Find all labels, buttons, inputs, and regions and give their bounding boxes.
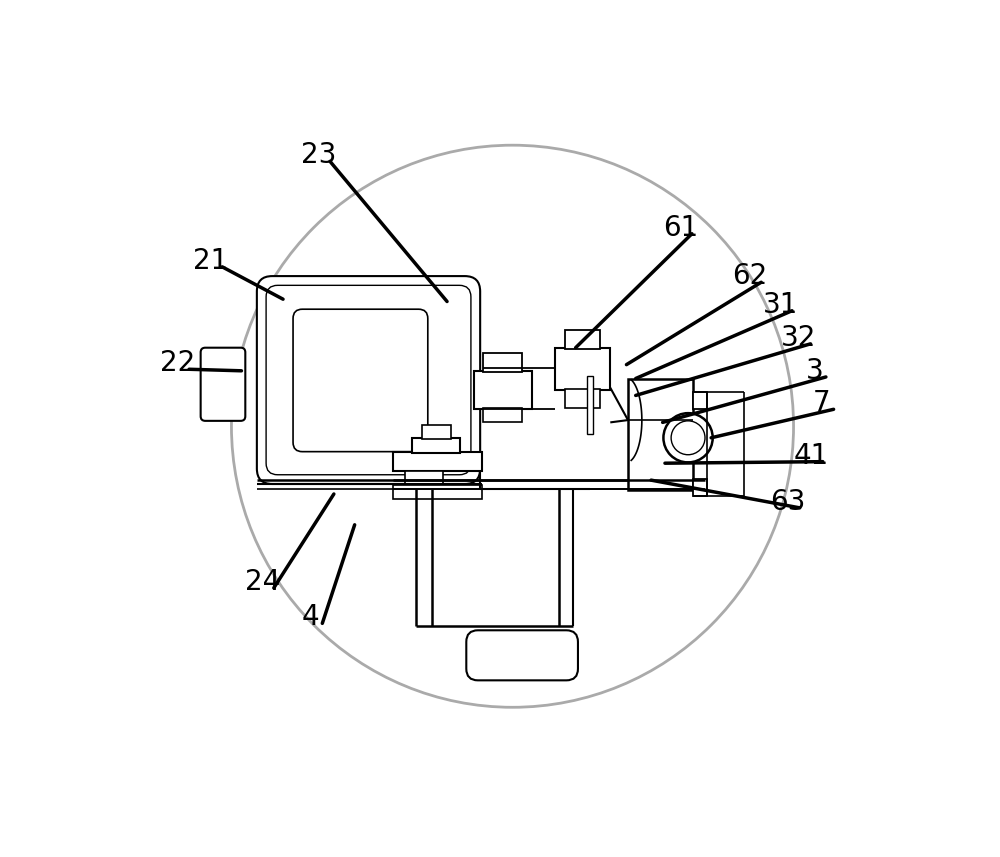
- Bar: [565, 388, 600, 408]
- Bar: [412, 438, 460, 453]
- Text: 21: 21: [193, 247, 228, 275]
- Bar: [628, 379, 693, 490]
- Bar: [393, 452, 482, 470]
- Text: 32: 32: [781, 324, 817, 351]
- Bar: [393, 485, 482, 499]
- Text: 22: 22: [160, 349, 195, 377]
- Bar: [422, 425, 451, 439]
- Text: 31: 31: [763, 291, 798, 319]
- Text: 62: 62: [732, 262, 767, 290]
- FancyBboxPatch shape: [201, 348, 245, 421]
- Text: 3: 3: [805, 357, 823, 385]
- Bar: [483, 353, 522, 372]
- Text: 24: 24: [245, 568, 280, 596]
- Bar: [405, 470, 443, 485]
- Bar: [693, 392, 707, 409]
- Text: 7: 7: [813, 389, 831, 417]
- FancyBboxPatch shape: [466, 630, 578, 680]
- Bar: [565, 330, 600, 350]
- Circle shape: [671, 421, 705, 455]
- Bar: [587, 376, 593, 434]
- Text: 41: 41: [794, 441, 829, 470]
- Bar: [693, 478, 707, 495]
- FancyBboxPatch shape: [257, 276, 480, 484]
- FancyBboxPatch shape: [266, 285, 471, 475]
- Text: 63: 63: [770, 488, 806, 516]
- Circle shape: [231, 145, 794, 707]
- Bar: [474, 371, 532, 410]
- FancyBboxPatch shape: [293, 309, 428, 452]
- Bar: [555, 348, 610, 390]
- Text: 61: 61: [663, 213, 698, 242]
- Text: 4: 4: [302, 603, 320, 632]
- Text: 23: 23: [301, 141, 336, 169]
- Bar: [483, 408, 522, 422]
- Circle shape: [663, 413, 713, 463]
